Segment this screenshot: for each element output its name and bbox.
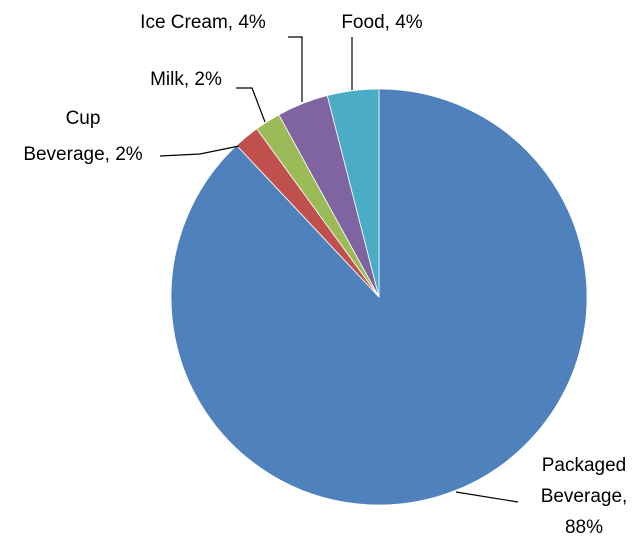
pie-slice-food xyxy=(326,88,380,298)
leader-line-ice-cream xyxy=(288,36,303,102)
data-label-packaged-beverage-line-1: Packaged xyxy=(542,455,627,476)
leader-line-milk xyxy=(236,87,266,123)
data-label-packaged-beverage-line-3: 88% xyxy=(565,517,603,538)
data-labels: Packaged Beverage, 88% Cup Beverage, 2% Milk,… xyxy=(23,12,627,538)
pie-slice-packaged-beverage xyxy=(170,88,588,506)
leader-lines xyxy=(159,36,519,503)
data-label-ice-cream-line-1: Ice Cream, 4% xyxy=(140,12,266,33)
data-label-cup-beverage-line-1: Cup xyxy=(66,108,101,129)
pie-slices xyxy=(170,88,588,506)
data-label-cup-beverage-line-2: Beverage, 2% xyxy=(23,144,142,165)
leader-line-cup-beverage xyxy=(159,145,240,157)
leader-line-packaged-beverage xyxy=(455,491,519,503)
data-label-milk-line-1: Milk, 2% xyxy=(150,69,222,90)
data-label-packaged-beverage-line-2: Beverage, xyxy=(541,486,628,507)
data-label-food-line-1: Food, 4% xyxy=(341,12,422,33)
